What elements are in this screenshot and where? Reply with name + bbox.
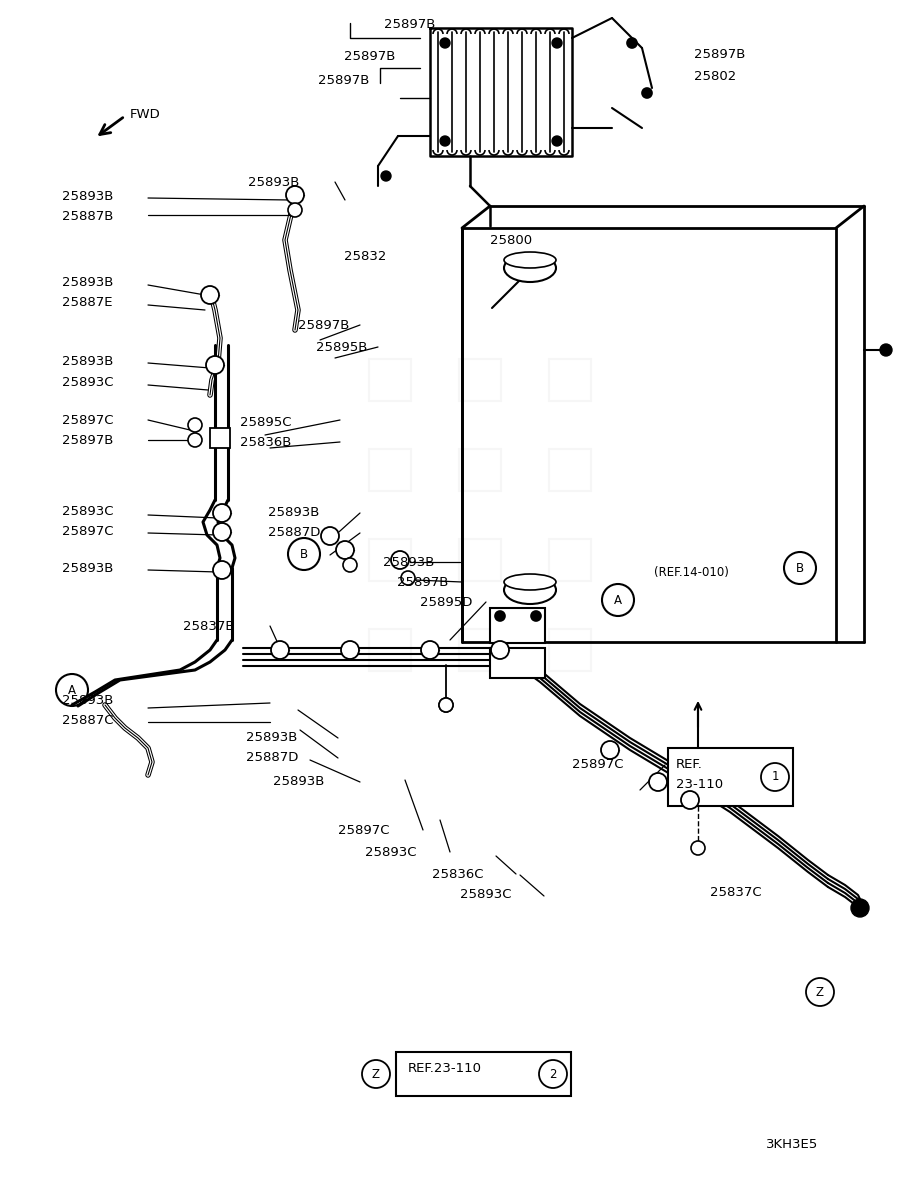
Text: 25893B: 25893B: [62, 355, 114, 368]
Circle shape: [213, 561, 231, 579]
Text: 25897B: 25897B: [694, 47, 745, 61]
Bar: [210, 429, 230, 447]
Text: 25887C: 25887C: [62, 715, 114, 726]
Text: FWD: FWD: [130, 108, 161, 121]
Circle shape: [439, 698, 453, 712]
Circle shape: [649, 773, 667, 791]
Text: 2: 2: [549, 1067, 556, 1080]
Circle shape: [391, 551, 409, 569]
Text: 25897B: 25897B: [62, 434, 114, 447]
Bar: [668, 748, 793, 806]
Text: 25893B: 25893B: [62, 277, 114, 288]
Text: 25893B: 25893B: [62, 561, 114, 575]
Circle shape: [343, 558, 357, 572]
Ellipse shape: [504, 575, 556, 590]
Text: 25897B: 25897B: [298, 319, 349, 332]
Text: 3KH3E5: 3KH3E5: [766, 1138, 818, 1151]
Circle shape: [381, 171, 391, 180]
Text: 25893B: 25893B: [268, 506, 319, 519]
Circle shape: [321, 527, 339, 545]
Text: 25893B: 25893B: [383, 556, 435, 569]
Text: 25893C: 25893C: [62, 504, 114, 518]
Circle shape: [288, 203, 302, 217]
Circle shape: [188, 433, 202, 447]
Circle shape: [880, 344, 892, 356]
Circle shape: [491, 641, 509, 659]
Text: 25887D: 25887D: [268, 526, 320, 539]
Text: 25893B: 25893B: [248, 176, 299, 189]
Text: 25837B: 25837B: [183, 620, 235, 633]
Text: 25832: 25832: [344, 250, 386, 264]
Text: 25897C: 25897C: [572, 758, 624, 772]
Circle shape: [336, 541, 354, 559]
Circle shape: [627, 38, 637, 47]
Circle shape: [271, 641, 289, 659]
Text: 25802: 25802: [694, 70, 736, 83]
Text: 25887B: 25887B: [62, 210, 114, 223]
Circle shape: [440, 137, 450, 146]
Text: 25836C: 25836C: [432, 868, 484, 881]
Text: 25897B: 25897B: [344, 50, 395, 63]
Text: 25837C: 25837C: [710, 886, 762, 899]
Circle shape: [439, 698, 453, 712]
Text: 25897B: 25897B: [318, 74, 369, 87]
Circle shape: [213, 504, 231, 522]
Circle shape: [201, 286, 219, 304]
Text: REF.23-110: REF.23-110: [408, 1062, 482, 1075]
Circle shape: [188, 418, 202, 432]
Text: A: A: [68, 684, 76, 697]
Text: 25893B: 25893B: [62, 694, 114, 707]
Text: 25836B: 25836B: [240, 436, 292, 449]
Text: 25887E: 25887E: [62, 296, 113, 309]
Circle shape: [601, 741, 619, 758]
Circle shape: [552, 137, 562, 146]
Text: Z: Z: [816, 985, 824, 998]
Circle shape: [851, 899, 869, 918]
Text: (REF.14-010): (REF.14-010): [654, 566, 729, 579]
Text: 25800: 25800: [490, 234, 532, 247]
Text: A: A: [614, 594, 622, 607]
Circle shape: [691, 842, 705, 855]
Text: B: B: [796, 561, 804, 575]
Bar: [490, 648, 545, 678]
Text: 25893C: 25893C: [62, 376, 114, 389]
Text: 25895C: 25895C: [240, 415, 292, 429]
Text: 25893B: 25893B: [273, 775, 325, 788]
Circle shape: [531, 611, 541, 621]
Bar: [490, 608, 545, 643]
Circle shape: [681, 791, 699, 810]
Text: 25895B: 25895B: [316, 341, 367, 354]
Text: 25887D: 25887D: [246, 751, 298, 764]
Text: 1: 1: [771, 770, 779, 783]
Circle shape: [495, 611, 505, 621]
Circle shape: [642, 88, 652, 99]
Text: 25895D: 25895D: [420, 596, 473, 609]
Text: 25893C: 25893C: [365, 846, 416, 859]
Circle shape: [286, 186, 304, 204]
Text: 25893B: 25893B: [62, 190, 114, 203]
Circle shape: [401, 571, 415, 585]
Circle shape: [421, 641, 439, 659]
Text: 25897C: 25897C: [62, 414, 114, 427]
Text: Z: Z: [372, 1067, 380, 1080]
Circle shape: [440, 38, 450, 47]
Text: 25897C: 25897C: [62, 525, 114, 538]
Text: 25897B: 25897B: [397, 576, 448, 589]
Text: REF.: REF.: [676, 758, 703, 772]
Ellipse shape: [504, 576, 556, 604]
Circle shape: [206, 356, 224, 374]
Text: 25897B: 25897B: [384, 18, 435, 31]
Text: 25897C: 25897C: [338, 824, 389, 837]
Bar: [396, 1052, 571, 1096]
Ellipse shape: [504, 252, 556, 268]
Text: 23-110: 23-110: [676, 777, 724, 791]
Circle shape: [341, 641, 359, 659]
Ellipse shape: [504, 254, 556, 283]
Circle shape: [552, 38, 562, 47]
Text: B: B: [300, 547, 308, 560]
Text: 25893B: 25893B: [246, 731, 297, 744]
Circle shape: [213, 523, 231, 541]
Text: 25893C: 25893C: [460, 888, 512, 901]
